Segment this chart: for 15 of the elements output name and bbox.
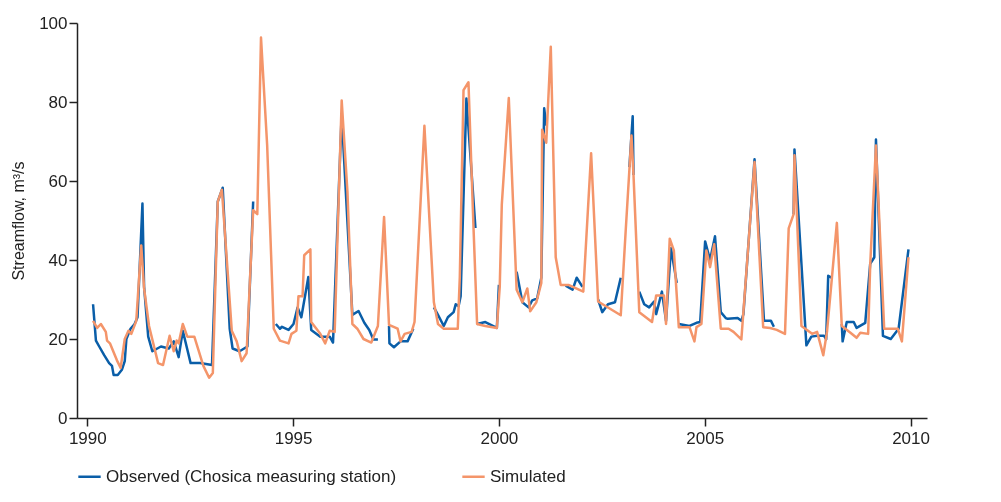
y-axis-title: Streamflow, m³/s [10,161,28,281]
x-tick-label: 2000 [480,428,519,448]
y-tick-label: 80 [48,92,68,112]
x-tick-label: 1990 [68,428,107,448]
y-tick-label: 100 [39,13,68,33]
y-tick-label: 0 [58,408,68,428]
x-tick-label: 2005 [686,428,725,448]
y-tick-label: 20 [48,329,68,349]
legend-label: Simulated [490,466,566,486]
x-tick-label: 1995 [274,428,313,448]
y-tick-label: 40 [48,250,68,270]
x-tick-label: 2010 [892,428,930,448]
line-series [91,36,910,379]
y-tick-label: 60 [48,171,68,191]
legend-label: Observed (Chosica measuring station) [106,466,397,486]
